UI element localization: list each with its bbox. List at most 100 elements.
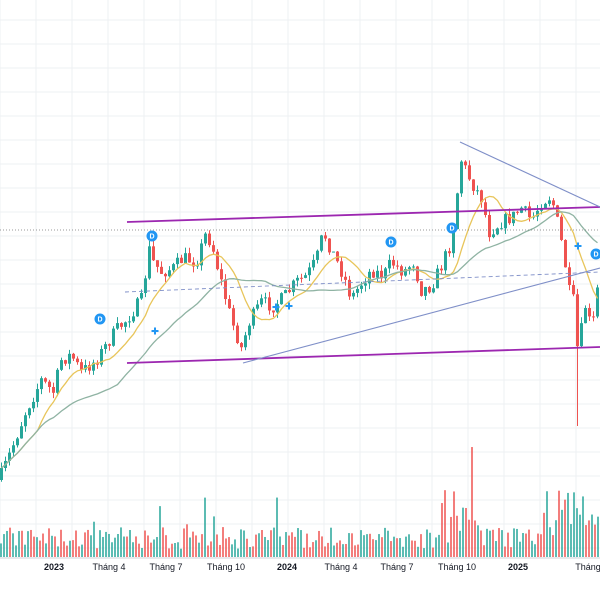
candle-body — [12, 445, 15, 453]
volume-bar — [12, 533, 14, 557]
volume-bar — [576, 508, 578, 557]
candle-body — [300, 277, 303, 279]
volume-bar — [465, 508, 467, 557]
volume-bar — [459, 530, 461, 557]
volume-bar — [270, 530, 272, 557]
candle-body — [104, 344, 107, 350]
candle-body — [416, 266, 419, 282]
volume-bar — [591, 514, 593, 557]
volume-bar — [510, 547, 512, 557]
candle-body — [316, 250, 319, 260]
candle-body — [368, 271, 371, 284]
volume-bar — [219, 544, 221, 557]
candle-body — [244, 335, 247, 348]
volume-bar — [54, 536, 56, 557]
volume-bar — [6, 530, 8, 557]
candle-body — [160, 266, 163, 274]
volume-bar — [345, 543, 347, 557]
volume-bar — [357, 544, 359, 557]
volume-bar — [324, 546, 326, 557]
volume-bar — [189, 537, 191, 557]
volume-bar — [537, 533, 539, 557]
volume-bar — [318, 530, 320, 557]
volume-bar — [9, 527, 11, 557]
candle-body — [284, 290, 287, 294]
volume-bar — [570, 524, 572, 557]
candle-body — [232, 308, 235, 326]
dividend-marker-label: D — [449, 226, 454, 233]
volume-bar — [492, 529, 494, 557]
volume-bar — [51, 535, 53, 557]
lower-channel-line — [126, 346, 600, 364]
dividend-marker — [385, 236, 397, 248]
volume-bar — [180, 548, 182, 557]
candle-body — [556, 205, 559, 217]
candle-body — [36, 389, 39, 402]
volume-bar — [501, 530, 503, 557]
volume-bar — [39, 540, 41, 557]
volume-bar — [480, 530, 482, 557]
candle-body — [380, 270, 383, 279]
candle-body — [452, 229, 455, 254]
candle-body — [80, 362, 83, 370]
volume-bar — [588, 520, 590, 557]
volume-bar — [471, 447, 473, 557]
moving-average-slow-line — [1, 211, 598, 469]
candle-body — [372, 271, 375, 278]
volume-bar — [117, 534, 119, 557]
volume-bar — [60, 529, 62, 557]
volume-bar — [519, 541, 521, 557]
candle-body — [208, 233, 211, 246]
volume-bar — [354, 545, 356, 557]
candle-body — [8, 452, 11, 461]
candle-body — [224, 279, 227, 300]
candle-body — [428, 286, 431, 293]
candle-body — [408, 267, 411, 270]
volume-bar — [15, 545, 17, 557]
volume-bar — [42, 533, 44, 557]
volume-bar — [174, 543, 176, 557]
volume-bar — [150, 542, 152, 557]
volume-bar — [276, 497, 278, 557]
trend-lines — [0, 141, 600, 364]
volume-bar — [123, 536, 125, 557]
volume-bar — [360, 530, 362, 557]
candle-body — [304, 275, 307, 278]
volume-bar — [393, 536, 395, 557]
volume-bar — [327, 542, 329, 557]
candle-body — [168, 270, 171, 277]
candle-body — [580, 323, 583, 347]
moving-averages — [1, 195, 599, 469]
volume-bar — [201, 534, 203, 557]
candle-body — [124, 322, 127, 327]
volume-bar — [294, 536, 296, 557]
volume-bar — [75, 530, 77, 557]
candle-body — [360, 285, 363, 289]
candle-body — [544, 203, 547, 209]
candle-body — [44, 378, 47, 382]
volume-bar — [420, 534, 422, 557]
candle-body — [292, 280, 295, 293]
volume-bar — [543, 512, 545, 557]
volume-bar — [483, 545, 485, 557]
volume-bar — [210, 541, 212, 557]
candle-body — [404, 269, 407, 276]
x-tick-label: Tháng 10 — [438, 562, 476, 572]
grid — [0, 0, 600, 558]
dividend-marker-label: D — [593, 252, 598, 259]
volume-bar — [504, 546, 506, 557]
volume-bar — [552, 535, 554, 557]
candle-body — [84, 365, 87, 370]
volume-bar — [135, 536, 137, 557]
dividend-marker — [590, 248, 600, 260]
volume-bar — [366, 534, 368, 557]
candle-body — [188, 253, 191, 263]
upper-channel-line — [126, 206, 600, 223]
volume-bar — [234, 539, 236, 557]
candle-body — [56, 369, 59, 393]
volume-bar — [120, 527, 122, 557]
volume-bar — [168, 548, 170, 557]
volume-bar — [315, 540, 317, 557]
volume-bar — [399, 538, 401, 557]
